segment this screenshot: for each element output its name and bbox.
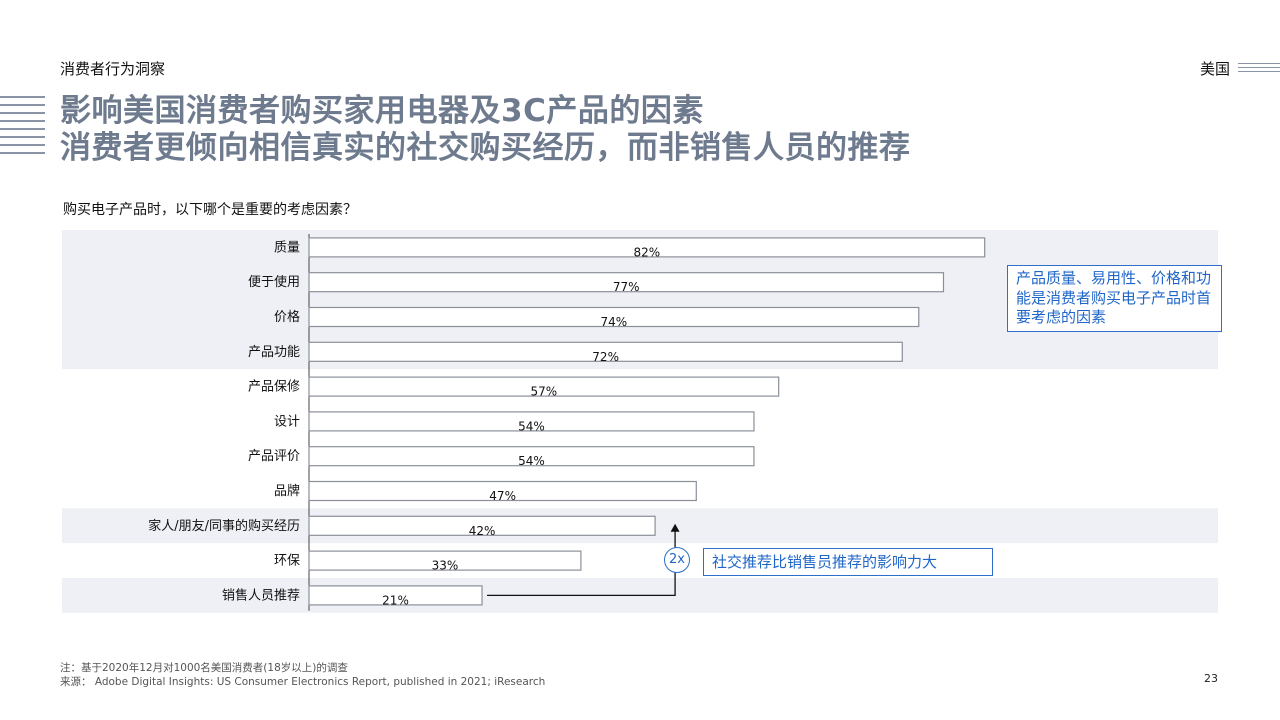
bar-2 <box>308 306 920 328</box>
bar-9 <box>308 550 582 571</box>
callout-social-recommendation: 社交推荐比销售员推荐的影响力大 <box>703 548 993 576</box>
ratio-badge: 2x <box>664 547 690 573</box>
bar-6 <box>308 446 755 467</box>
arrow-head <box>670 523 680 532</box>
category-label: 销售人员推荐 <box>222 587 300 603</box>
bar-5 <box>308 411 755 432</box>
title-decoration-left <box>0 96 45 160</box>
page-number: 23 <box>1204 672 1218 685</box>
region-decoration <box>1238 63 1280 75</box>
title-line-1: 影响美国消费者购买家用电器及3C产品的因素 <box>60 93 704 129</box>
bar-0 <box>308 237 986 258</box>
category-label: 家人/朋友/同事的购买经历 <box>148 518 300 534</box>
value-label: 47% <box>489 489 516 503</box>
region-label: 美国 <box>1199 60 1230 78</box>
value-label: 77% <box>613 280 640 294</box>
page-title: 影响美国消费者购买家用电器及3C产品的因素 消费者更倾向相信真实的社交购买经历，… <box>60 93 911 167</box>
bar-4 <box>308 376 780 397</box>
section-label: 消费者行为洞察 <box>60 60 166 78</box>
bar-7 <box>308 480 697 502</box>
value-label: 54% <box>518 419 545 433</box>
value-label: 54% <box>518 454 545 468</box>
category-label: 产品功能 <box>248 345 300 360</box>
value-label: 33% <box>432 559 459 573</box>
bar-1 <box>308 272 945 293</box>
title-line-2: 消费者更倾向相信真实的社交购买经历，而非销售人员的推荐 <box>60 130 911 166</box>
source-note: 来源： Adobe Digital Insights: US Consumer … <box>60 676 546 688</box>
category-label: 环保 <box>274 554 300 569</box>
value-label: 42% <box>469 524 496 538</box>
category-label: 便于使用 <box>248 274 300 290</box>
category-label: 产品评价 <box>248 449 300 464</box>
bar-3 <box>308 341 903 362</box>
category-label: 品牌 <box>274 483 300 499</box>
category-label: 产品保修 <box>248 380 300 395</box>
category-label: 价格 <box>274 309 300 325</box>
chart-title: 购买电子产品时，以下哪个是重要的考虑因素？ <box>63 202 357 218</box>
bar-8 <box>308 515 656 536</box>
callout-top-factors: 产品质量、易用性、价格和功能是消费者购买电子产品时首要考虑的因素 <box>1007 265 1222 332</box>
footnote: 注：基于2020年12月对1000名美国消费者(18岁以上)的调查 <box>60 662 348 674</box>
value-label: 57% <box>531 385 558 399</box>
value-label: 82% <box>634 245 661 259</box>
value-label: 21% <box>382 593 409 607</box>
category-label: 设计 <box>274 414 300 429</box>
value-label: 74% <box>601 315 628 329</box>
value-label: 72% <box>592 350 619 364</box>
category-label: 质量 <box>274 240 300 255</box>
bar-10 <box>308 585 483 606</box>
